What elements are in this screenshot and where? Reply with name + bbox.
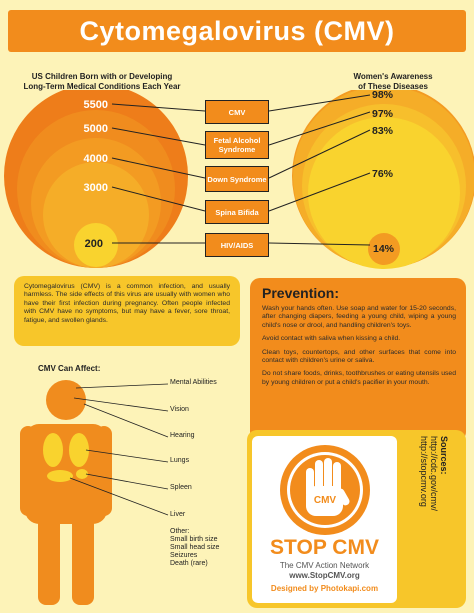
- children-caption-line-2: Long-Term Medical Conditions Each Year: [23, 82, 181, 91]
- children-circles: [4, 90, 188, 268]
- connector-hiv-right: [268, 242, 371, 246]
- organ-vision: Vision: [170, 406, 189, 413]
- awareness-down: 83%: [372, 125, 394, 137]
- stop-hand-icon: [280, 445, 370, 535]
- prevention-paragraph-1: Wash your hands often. Use soap and wate…: [262, 305, 456, 329]
- children-count-hiv: 200: [84, 238, 103, 250]
- organ-pointer-lines: [69, 383, 169, 516]
- organ-liver: Liver: [170, 511, 186, 518]
- awareness-fas: 97%: [372, 108, 394, 120]
- circle-spina: [43, 162, 149, 268]
- connector-lines: [111, 94, 371, 246]
- other-effects-heading: Other:: [170, 528, 190, 535]
- organ-hearing: Hearing: [170, 432, 195, 439]
- other-effects-list: Other: Small birth size Small head size …: [170, 528, 219, 568]
- intro-text: Cytomegalovirus (CMV) is a common infect…: [24, 283, 230, 324]
- children-caption: US Children Born with or Developing Long…: [8, 72, 196, 92]
- circle-hiv: [74, 223, 118, 267]
- connector-cmv-left: [111, 103, 206, 112]
- connector-fas-right: [268, 111, 371, 146]
- children-count-cmv: 5500: [83, 99, 108, 111]
- stop-cmv-url[interactable]: www.StopCMV.org: [289, 571, 360, 580]
- body-figure: [20, 380, 169, 605]
- affects-heading: CMV Can Affect:: [38, 364, 101, 373]
- awareness-cmv: 98%: [372, 89, 394, 101]
- awareness-caption-line-1: Women's Awareness: [353, 72, 433, 81]
- intro-panel: Cytomegalovirus (CMV) is a common infect…: [14, 276, 240, 346]
- human-silhouette-icon: [20, 380, 112, 605]
- prevention-paragraph-4: Do not share foods, drinks, toothbrushes…: [262, 370, 456, 386]
- hand-label: CMV: [313, 495, 337, 506]
- designer-credit: Designed by Photokapi.com: [270, 584, 379, 593]
- awareness-caption-line-2: of These Diseases: [358, 82, 428, 91]
- page-title: Cytomegalovirus (CMV): [8, 10, 466, 52]
- children-count-down: 4000: [83, 153, 108, 165]
- awareness-hiv: 14%: [373, 243, 395, 255]
- organ-lungs: Lungs: [170, 457, 190, 464]
- other-effect-seizures: Seizures: [170, 552, 198, 559]
- source-link-stopcmv[interactable]: http://stopcmv.org: [419, 436, 429, 507]
- connector-spina-left: [111, 186, 206, 212]
- connector-down-right: [268, 129, 371, 179]
- prevention-panel: Prevention: Wash your hands often. Use s…: [250, 278, 466, 442]
- prevention-heading: Prevention:: [262, 285, 340, 301]
- connector-down-left: [111, 157, 206, 179]
- sources-heading: Sources:: [439, 436, 449, 475]
- awareness-spina: 76%: [372, 168, 394, 180]
- other-effect-small-birth: Small birth size: [170, 536, 218, 543]
- other-effect-death: Death (rare): [170, 560, 208, 567]
- organ-spleen: Spleen: [170, 484, 192, 491]
- prevention-paragraph-3: Clean toys, countertops, and other surfa…: [262, 348, 456, 365]
- children-count-spina: 3000: [83, 182, 108, 194]
- sources-panel: Sources: http://cdc.gov/cmv/ http://stop…: [401, 436, 461, 596]
- condition-label-fas: Fetal Alcohol Syndrome: [205, 131, 269, 159]
- condition-label-cmv: CMV: [205, 100, 269, 124]
- condition-label-down: Down Syndrome: [205, 166, 269, 192]
- stop-cmv-logo-panel: CMV STOP CMV The CMV Action Network www.…: [252, 436, 397, 603]
- connector-cmv-right: [268, 94, 371, 112]
- children-caption-line-1: US Children Born with or Developing: [31, 72, 173, 81]
- condition-label-hiv: HIV/AIDS: [205, 233, 269, 257]
- lungs-icon: [43, 433, 89, 467]
- stop-cmv-headline: STOP CMV: [270, 536, 379, 559]
- concentric-circles-graphic: [4, 90, 474, 269]
- prevention-paragraph-2: Avoid contact with saliva when kissing a…: [262, 335, 401, 343]
- organs-icon: [47, 469, 88, 482]
- stop-cmv-network: The CMV Action Network: [279, 561, 370, 570]
- connector-fas-left: [111, 127, 206, 146]
- children-count-fas: 5000: [83, 123, 108, 135]
- organ-mental-abilities: Mental Abilities: [170, 379, 217, 386]
- awareness-circle-76: [308, 117, 460, 269]
- awareness-circle-14: [368, 233, 400, 265]
- other-effect-small-head: Small head size: [170, 544, 220, 551]
- condition-label-spina: Spina Bifida: [205, 200, 269, 224]
- awareness-caption: Women's Awareness of These Diseases: [318, 72, 468, 92]
- awareness-circles: [292, 90, 474, 269]
- connector-spina-right: [268, 172, 371, 212]
- source-link-cdc[interactable]: http://cdc.gov/cmv/: [429, 436, 439, 512]
